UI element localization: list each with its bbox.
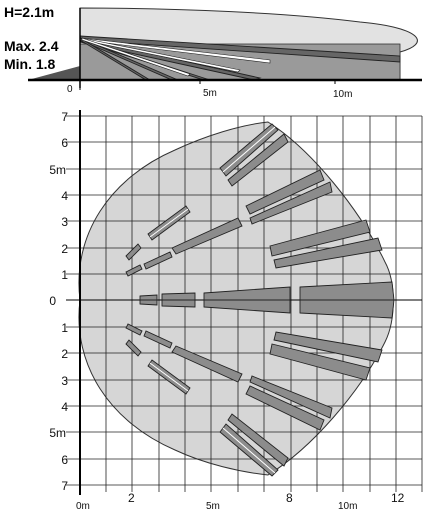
side-view: 0 5m 10m <box>28 7 422 100</box>
side-view-tick-5m: 5m <box>203 88 217 99</box>
zone-outer-b-lower <box>227 413 289 467</box>
zone-center-3-lower <box>203 299 291 314</box>
y-label-1-top: 1 <box>61 268 68 282</box>
y-label-2-bottom: 2 <box>61 347 68 361</box>
zone-near-a <box>125 243 142 261</box>
zone-near-b <box>125 264 143 277</box>
y-label-7-top: 7 <box>61 110 68 124</box>
detection-zones-lower <box>125 299 395 477</box>
side-view-white-beams <box>81 37 271 77</box>
zone-center-4-lower <box>299 299 395 319</box>
x-label-12: 12 <box>391 491 405 505</box>
y-label-6-top: 6 <box>61 136 68 150</box>
detection-zones-upper <box>125 123 395 301</box>
min-height-label: Min. 1.8 <box>4 56 56 72</box>
y-label-4-top: 4 <box>61 189 68 203</box>
x-label-0m: 0m <box>76 501 90 510</box>
y-label-1-bottom: 1 <box>61 321 68 335</box>
top-view: 7 6 5m 4 3 2 1 0 1 2 3 4 5m 6 7 0m 2 5m … <box>49 110 423 510</box>
zone-mid-b <box>171 217 243 255</box>
zone-outer-d-lower <box>249 375 333 419</box>
grid-lines <box>66 115 423 492</box>
zone-highlights <box>149 126 276 474</box>
zone-center-2-lower <box>161 299 196 308</box>
zone-mid-b-lower <box>171 345 243 383</box>
zone-outer-d <box>249 181 333 225</box>
zone-center-1 <box>139 294 158 301</box>
zone-near-c <box>143 251 173 270</box>
zone-center-2 <box>161 292 196 301</box>
x-label-2: 2 <box>128 491 135 505</box>
y-label-3-bottom: 3 <box>61 374 68 388</box>
zone-outer-c-lower <box>245 385 325 431</box>
x-axis-labels: 0m 2 5m 8 10m 12 <box>76 491 405 510</box>
zone-outer-b <box>227 133 289 187</box>
y-label-5m-bottom: 5m <box>49 426 66 440</box>
x-label-5m: 5m <box>206 501 220 510</box>
y-label-0: 0 <box>49 294 56 308</box>
zone-outer-e-lower <box>269 343 371 381</box>
x-label-10m: 10m <box>338 501 357 510</box>
x-label-8: 8 <box>286 491 293 505</box>
zone-near-a-lower <box>125 339 142 357</box>
zone-near-b-lower <box>125 323 143 336</box>
zone-outer-e <box>269 219 371 257</box>
zone-center-1-lower <box>139 299 158 306</box>
max-height-label: Max. 2.4 <box>4 38 59 54</box>
y-label-6-bottom: 6 <box>61 453 68 467</box>
side-view-ground-wedge <box>28 66 80 80</box>
mounting-height-label: H=2.1m <box>4 4 54 20</box>
zone-outer-f <box>273 237 383 269</box>
side-view-tick-10m: 10m <box>333 89 352 100</box>
y-label-5m-top: 5m <box>49 163 66 177</box>
y-label-4-bottom: 4 <box>61 400 68 414</box>
zone-near-c-lower <box>143 330 173 349</box>
y-label-7-bottom: 7 <box>61 479 68 493</box>
y-label-3-top: 3 <box>61 215 68 229</box>
zone-outer-f-lower <box>273 331 383 363</box>
y-axis-labels: 7 6 5m 4 3 2 1 0 1 2 3 4 5m 6 7 <box>49 110 68 493</box>
side-view-ticks <box>79 80 336 90</box>
zone-outer-c <box>245 169 325 215</box>
side-view-tick-0: 0 <box>67 84 73 95</box>
y-label-2-top: 2 <box>61 242 68 256</box>
